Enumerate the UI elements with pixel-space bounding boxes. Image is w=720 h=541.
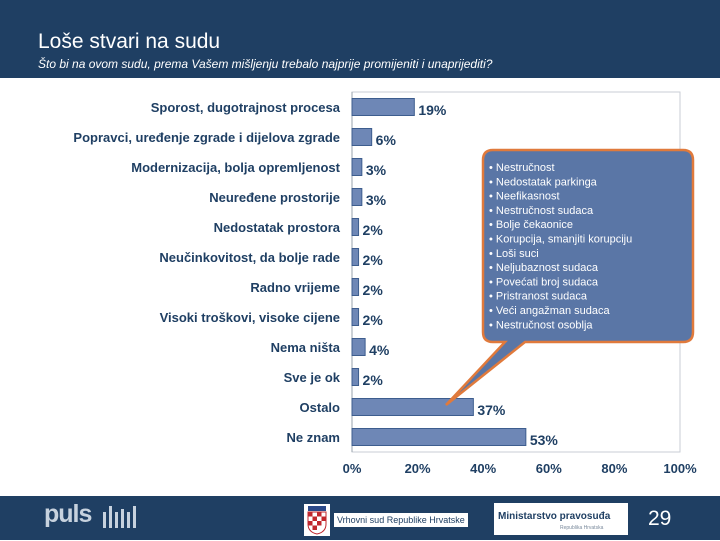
callout-item: • Nestručnost bbox=[489, 162, 555, 174]
category-label: Modernizacija, bolja opremljenost bbox=[131, 160, 340, 175]
bar bbox=[351, 278, 360, 296]
category-label: Ostalo bbox=[300, 400, 341, 415]
puls-logo: puls bbox=[44, 500, 92, 528]
callout-item: • Korupcija, smanjiti korupciju bbox=[489, 234, 632, 246]
ministry-logo: Ministarstvo pravosuđa Republika Hrvatsk… bbox=[494, 503, 628, 535]
x-tick-label: 60% bbox=[536, 461, 562, 476]
page-number: 29 bbox=[648, 507, 672, 530]
value-label: 2% bbox=[363, 312, 384, 328]
value-label: 53% bbox=[530, 432, 559, 448]
bar bbox=[351, 398, 474, 416]
ministry-name: Ministarstvo pravosuđa bbox=[498, 511, 611, 522]
callout-item: • Pristranost sudaca bbox=[489, 291, 588, 303]
ministry-subtitle: Republika Hrvatska bbox=[560, 525, 604, 531]
value-label: 2% bbox=[363, 222, 384, 238]
category-label: Nedostatak prostora bbox=[214, 220, 341, 235]
bar bbox=[351, 158, 363, 176]
x-tick-label: 20% bbox=[405, 461, 431, 476]
bar bbox=[351, 428, 527, 446]
value-label: 3% bbox=[366, 192, 387, 208]
bar bbox=[351, 308, 360, 326]
x-tick-label: 100% bbox=[663, 461, 697, 476]
bar bbox=[351, 98, 415, 116]
callout-item: • Loši suci bbox=[489, 248, 539, 260]
callout-item: • Nedostatak parkinga bbox=[489, 176, 598, 188]
x-tick-label: 80% bbox=[601, 461, 627, 476]
bar bbox=[351, 248, 360, 266]
bar bbox=[351, 368, 360, 386]
callout-bubble bbox=[445, 148, 695, 406]
category-label: Visoki troškovi, visoke cijene bbox=[160, 310, 340, 325]
category-label: Neučinkovitost, da bolje rade bbox=[159, 250, 340, 265]
puls-logo-bars-icon bbox=[103, 506, 136, 528]
callout-item: • Nestručnost sudaca bbox=[489, 205, 594, 217]
callout-item: • Bolje čekaonice bbox=[489, 219, 573, 231]
value-label: 2% bbox=[363, 372, 384, 388]
value-label: 2% bbox=[363, 282, 384, 298]
x-tick-label: 0% bbox=[343, 461, 362, 476]
value-label: 19% bbox=[418, 102, 447, 118]
supreme-court-label: Vrhovni sud Republike Hrvatske bbox=[334, 513, 468, 527]
value-label: 6% bbox=[376, 132, 397, 148]
category-label: Neuređene prostorije bbox=[209, 190, 340, 205]
page-title: Loše stvari na sudu bbox=[38, 30, 221, 53]
value-label: 4% bbox=[369, 342, 390, 358]
callout-item: • Nestručnost osoblja bbox=[489, 319, 593, 331]
value-label: 37% bbox=[477, 402, 506, 418]
callout-item: • Povećati broj sudaca bbox=[489, 276, 599, 288]
bar bbox=[351, 128, 373, 146]
category-label: Sve je ok bbox=[284, 370, 341, 385]
category-label: Radno vrijeme bbox=[250, 280, 340, 295]
category-label: Nema ništa bbox=[271, 340, 341, 355]
callout-item: • Neefikasnost bbox=[489, 191, 560, 203]
callout-item: • Veći angažman sudaca bbox=[489, 305, 611, 317]
value-label: 2% bbox=[363, 252, 384, 268]
category-label: Sporost, dugotrajnost procesa bbox=[151, 100, 341, 115]
x-tick-label: 40% bbox=[470, 461, 496, 476]
croatian-coat-of-arms-icon bbox=[304, 504, 330, 536]
bar bbox=[351, 338, 366, 356]
bar bbox=[351, 188, 363, 206]
category-label: Ne znam bbox=[287, 430, 340, 445]
bar-chart: Sporost, dugotrajnost procesa Popravci, u… bbox=[73, 91, 697, 476]
page-subtitle: Što bi na ovom sudu, prema Vašem mišljen… bbox=[38, 57, 493, 71]
header-bar bbox=[0, 0, 720, 78]
category-label: Popravci, uređenje zgrade i dijelova zgr… bbox=[73, 130, 340, 145]
bar bbox=[351, 218, 360, 236]
callout-item: • Neljubaznost sudaca bbox=[489, 262, 599, 274]
value-label: 3% bbox=[366, 162, 387, 178]
